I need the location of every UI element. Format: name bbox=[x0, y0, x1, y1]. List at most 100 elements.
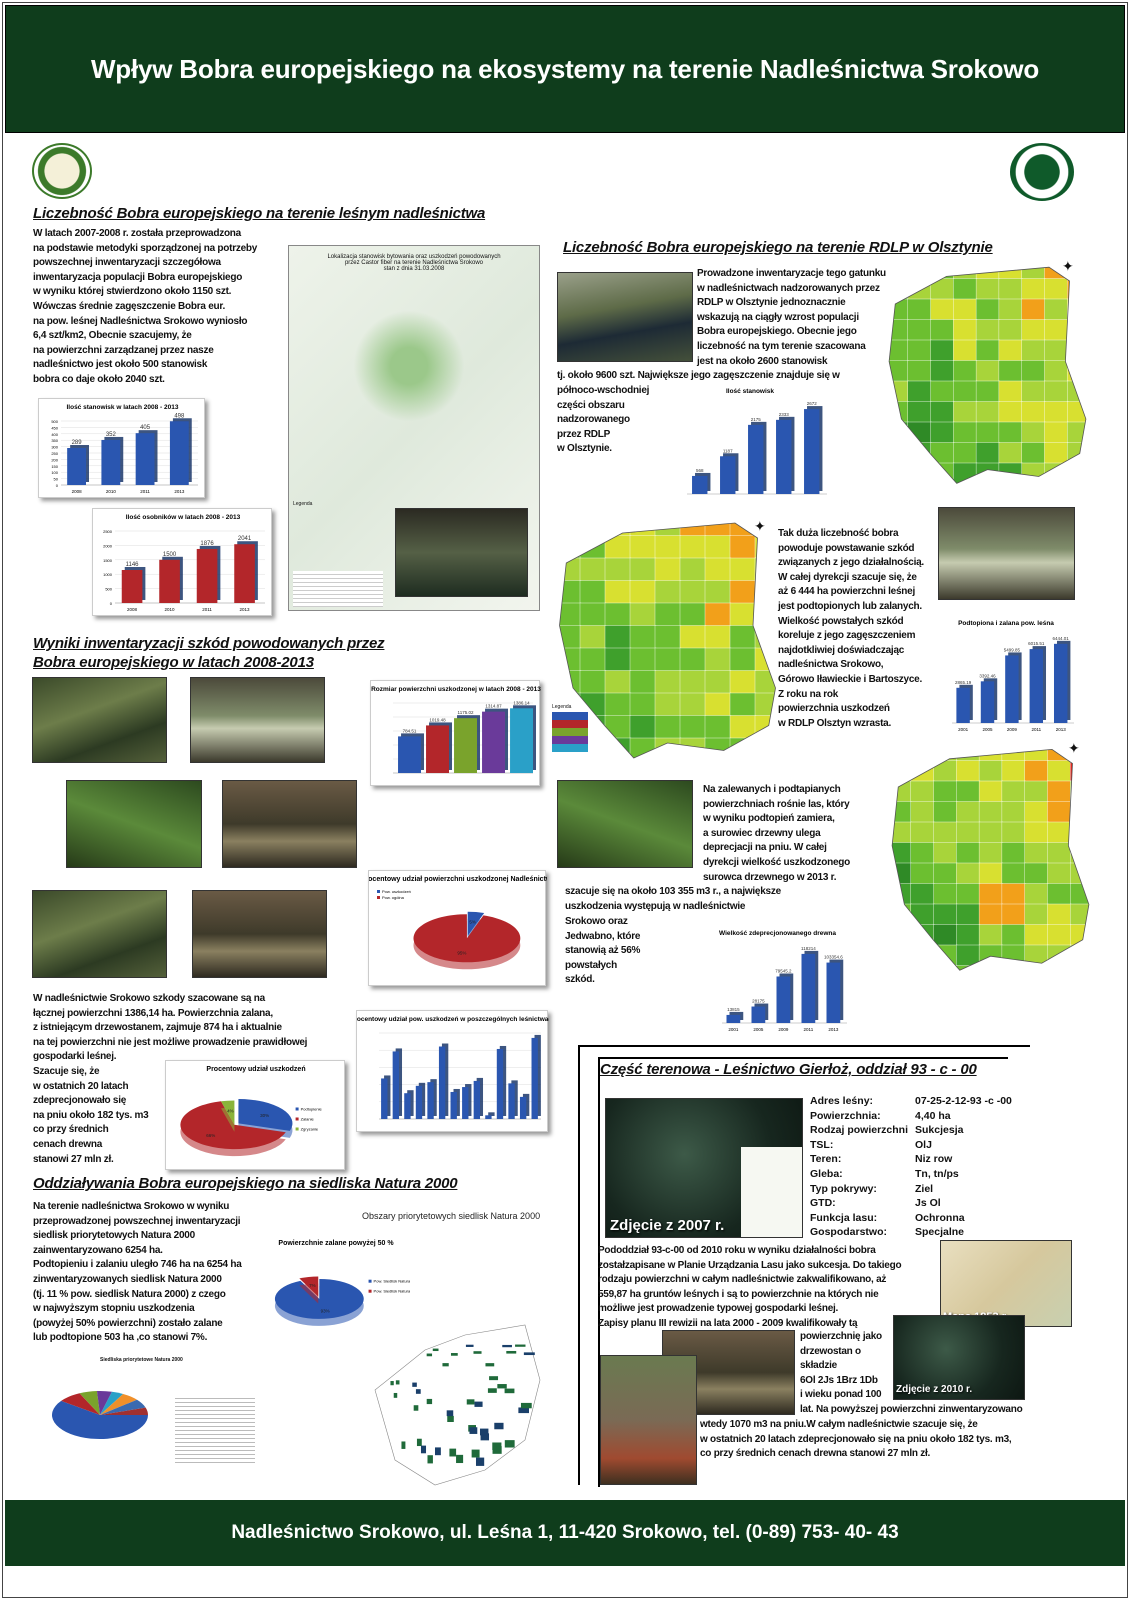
map-region bbox=[998, 267, 1023, 280]
map-region bbox=[754, 647, 776, 672]
habitat-patch bbox=[420, 1445, 427, 1454]
data-label: 3392.46 bbox=[979, 673, 996, 678]
map-region bbox=[1044, 442, 1069, 465]
map-region bbox=[892, 965, 912, 971]
map-region bbox=[1024, 801, 1049, 824]
map-region bbox=[1067, 401, 1086, 424]
map-region bbox=[930, 339, 955, 362]
map-region bbox=[754, 692, 776, 717]
y-tick-label: 2000 bbox=[103, 543, 113, 548]
map-region bbox=[978, 944, 1004, 967]
map-region bbox=[978, 965, 1004, 971]
pie-label: 95% bbox=[457, 951, 466, 956]
map-region bbox=[1021, 360, 1046, 383]
map-region bbox=[975, 360, 1001, 383]
map-region bbox=[998, 360, 1023, 383]
map-region bbox=[579, 557, 607, 582]
field-part-text-2: powierzchnię jako drzewostan o składzie … bbox=[800, 1331, 882, 1401]
map-region bbox=[579, 647, 607, 672]
section-heading-field-part: Część terenowa - Leśnictwo Gierłoż, oddz… bbox=[600, 1061, 977, 1078]
footer-contact: Nadleśnictwo Srokowo, ul. Leśna 1, 11-42… bbox=[231, 1522, 899, 1543]
y-tick-label: 150 bbox=[51, 464, 58, 469]
habitat-patch bbox=[416, 1438, 422, 1447]
map-region bbox=[654, 647, 682, 672]
attribute-row: Typ pokrywy: Ziel bbox=[810, 1182, 1070, 1197]
aerial-photo-2010: Zdjęcie z 2010 r. bbox=[893, 1315, 1025, 1400]
map-region bbox=[1044, 421, 1069, 444]
map-region bbox=[704, 535, 732, 560]
y-tick-label: 250 bbox=[51, 451, 58, 456]
map-region bbox=[910, 965, 935, 971]
map-region bbox=[956, 883, 981, 906]
map-region bbox=[907, 462, 932, 484]
map-region bbox=[1021, 319, 1046, 342]
map-region bbox=[1067, 483, 1086, 484]
bar bbox=[1029, 649, 1044, 723]
habitat-patch bbox=[489, 1376, 499, 1381]
bar-shadow bbox=[488, 1112, 495, 1116]
map-region bbox=[729, 580, 757, 605]
aerial-photo-2007: Zdjęcie z 2007 r. bbox=[605, 1098, 803, 1238]
legend-label: Pow. Siedlisk Natura 2000 [ha] bbox=[374, 1279, 410, 1284]
map-legend: Legenda bbox=[293, 501, 313, 507]
map-region bbox=[654, 715, 682, 740]
x-tick-label: 2001 bbox=[958, 727, 969, 732]
map-region bbox=[998, 483, 1023, 484]
map-region bbox=[892, 924, 912, 947]
section-heading-population-rdlp: Liczebność Bobra europejskiego na tereni… bbox=[563, 239, 993, 256]
bar bbox=[804, 409, 820, 494]
bar bbox=[427, 1082, 434, 1119]
habitat-patch bbox=[465, 1344, 474, 1347]
pie-slice bbox=[238, 1099, 293, 1131]
flooded-forest-photo bbox=[938, 507, 1075, 600]
section-heading-damage-inventory: Wyniki inwentaryzacji szkód powodowanych… bbox=[33, 635, 385, 671]
map-region bbox=[629, 523, 657, 537]
map-region bbox=[978, 780, 1004, 803]
compass-rose-icon: ✦ bbox=[1062, 258, 1074, 274]
map-region bbox=[754, 625, 776, 650]
pie-label: 66% bbox=[206, 1133, 215, 1138]
attribute-value: Sukcjesja bbox=[915, 1124, 964, 1137]
map-region bbox=[604, 715, 632, 740]
data-label: 1175.02 bbox=[458, 710, 474, 715]
habitat-patch bbox=[401, 1441, 406, 1449]
map-region bbox=[1070, 801, 1089, 824]
bar bbox=[426, 725, 449, 773]
map-region bbox=[930, 462, 955, 484]
x-tick-label: 2013 bbox=[174, 489, 185, 494]
map-region bbox=[930, 298, 955, 321]
map-outline bbox=[888, 266, 1087, 484]
data-label: 79545.2 bbox=[775, 968, 792, 973]
map-region bbox=[1001, 760, 1026, 783]
map-region bbox=[953, 267, 978, 280]
map-legend-area bbox=[347, 1410, 387, 1490]
map-region bbox=[629, 715, 657, 740]
divider bbox=[578, 1045, 1030, 1047]
pie-slice bbox=[467, 911, 485, 936]
attribute-key: Gospodarstwo: bbox=[810, 1226, 888, 1239]
map-region bbox=[998, 298, 1023, 321]
map-region bbox=[907, 339, 932, 362]
map-region bbox=[559, 523, 582, 537]
map-region bbox=[704, 625, 732, 650]
habitat-patch bbox=[413, 1405, 419, 1411]
map-region bbox=[1047, 965, 1072, 971]
map-region bbox=[705, 761, 731, 764]
map-region bbox=[892, 883, 912, 906]
map-region bbox=[654, 737, 682, 758]
map-region bbox=[953, 380, 978, 403]
chart-damaged-area-2008-2013: Rozmiar powierzchni uszkodzonej w latach… bbox=[370, 680, 541, 786]
map-region bbox=[604, 535, 632, 560]
habitat-patch bbox=[474, 1401, 483, 1407]
map-region bbox=[889, 360, 909, 383]
rdlp-sites-density-map bbox=[888, 266, 1087, 484]
legend-label: Podtopienie bbox=[301, 1107, 323, 1112]
legend-title: Legenda bbox=[552, 704, 572, 710]
bar bbox=[980, 681, 995, 723]
habitat-patch bbox=[504, 1388, 515, 1394]
map-region bbox=[1070, 883, 1089, 906]
attribute-key: Powierzchnia: bbox=[810, 1109, 881, 1122]
map-region bbox=[729, 557, 757, 582]
pie-slice bbox=[96, 1391, 112, 1415]
map-region bbox=[975, 298, 1001, 321]
